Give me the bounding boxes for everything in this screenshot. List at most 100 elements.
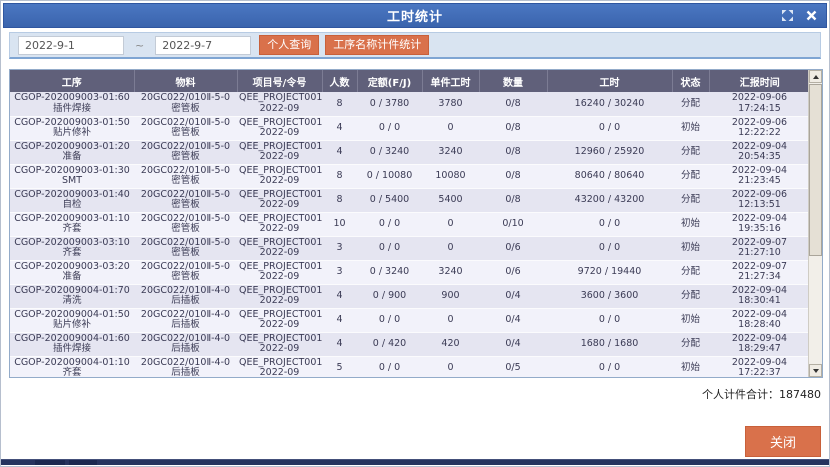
project-period: 2022-09	[259, 319, 300, 330]
table-row[interactable]: CGOP-202009004-01:50 贴片修补 20GC022/010Ⅱ-4-0…	[10, 308, 810, 333]
report-time-cell: 2022-09-07 21:27:10	[709, 236, 810, 261]
table-cell: 20GC022/010Ⅱ-4-0 后插板	[134, 356, 237, 377]
table-row[interactable]: CGOP-202009003-01:60 插件焊接 20GC022/010Ⅱ-5-0…	[10, 92, 810, 117]
status-cell: 初始	[672, 236, 709, 261]
table-cell: QEE_PROJECT001 2022-09	[237, 356, 322, 377]
table-row[interactable]: CGOP-202009003-01:40 自检 20GC022/010Ⅱ-5-0 密管…	[10, 188, 810, 213]
table-cell: CGOP-202009004-01:50 贴片修补	[10, 308, 134, 333]
table-cell: QEE_PROJECT001 2022-09	[237, 164, 322, 189]
quota-cell: 0 / 0	[357, 308, 422, 333]
people-count-cell: 3	[322, 236, 357, 261]
project-period: 2022-09	[259, 295, 300, 306]
table-cell: 20GC022/010Ⅱ-5-0 密管板	[134, 164, 237, 189]
table-cell: 20GC022/010Ⅱ-4-0 后插板	[134, 284, 237, 309]
process-name: 插件焊接	[52, 102, 91, 114]
process-name: SMT	[61, 175, 83, 186]
hours-cell: 9720 / 19440	[547, 260, 672, 285]
report-time-cell: 2022-09-04 20:54:35	[709, 140, 810, 165]
hours-cell: 0 / 0	[547, 212, 672, 237]
close-icon[interactable]	[804, 9, 818, 23]
status-cell: 初始	[672, 212, 709, 237]
people-count-cell: 4	[322, 284, 357, 309]
scroll-up-arrow-icon	[812, 74, 819, 79]
scroll-down-button[interactable]	[809, 364, 822, 377]
process-code: CGOP-202009004-01:50	[14, 308, 130, 320]
project-period: 2022-09	[259, 127, 300, 138]
background-window-edge	[1, 459, 829, 465]
report-time-cell: 2022-09-04 18:30:41	[709, 284, 810, 309]
table-cell: 20GC022/010Ⅱ-5-0 密管板	[134, 188, 237, 213]
column-header[interactable]: 数量	[478, 70, 547, 92]
status-cell: 分配	[672, 188, 709, 213]
table-row[interactable]: CGOP-202009004-01:10 齐套 20GC022/010Ⅱ-4-0 后插…	[10, 356, 810, 377]
column-header[interactable]: 定额(F/J)	[356, 70, 422, 92]
table-row[interactable]: CGOP-202009003-03:20 准备 20GC022/010Ⅱ-5-0 密管…	[10, 260, 810, 285]
quantity-cell: 0/10	[479, 212, 547, 237]
table-row[interactable]: CGOP-202009004-01:60 插件焊接 20GC022/010Ⅱ-4-0…	[10, 332, 810, 357]
table-cell: 20GC022/010Ⅱ-5-0 密管板	[134, 116, 237, 141]
table-row[interactable]: CGOP-202009003-03:10 齐套 20GC022/010Ⅱ-5-0 密管…	[10, 236, 810, 261]
table-cell: CGOP-202009004-01:60 插件焊接	[10, 332, 134, 357]
table-cell: QEE_PROJECT001 2022-09	[237, 212, 322, 237]
column-header[interactable]: 项目号/令号	[236, 70, 322, 92]
column-header[interactable]: 物料	[133, 70, 237, 92]
quantity-cell: 0/8	[479, 92, 547, 117]
date-from-input[interactable]	[18, 35, 124, 55]
process-name: 清洗	[62, 295, 82, 306]
report-time-cell: 2022-09-06 17:24:15	[709, 92, 810, 117]
dialog-titlebar: 工时统计	[3, 3, 827, 28]
quota-cell: 0 / 0	[357, 236, 422, 261]
date-to-input[interactable]	[155, 35, 252, 55]
table-cell: CGOP-202009003-01:20 准备	[10, 140, 134, 165]
table-row[interactable]: CGOP-202009003-01:20 准备 20GC022/010Ⅱ-5-0 密管…	[10, 140, 810, 165]
people-count-cell: 10	[322, 212, 357, 237]
hours-cell: 43200 / 43200	[547, 188, 672, 213]
quantity-cell: 0/4	[479, 284, 547, 309]
project-period: 2022-09	[259, 199, 300, 210]
quota-cell: 0 / 0	[357, 212, 422, 237]
column-header[interactable]: 人数	[321, 70, 357, 92]
table-cell: CGOP-202009003-01:30 SMT	[10, 164, 134, 189]
unit-hours-cell: 420	[422, 332, 479, 357]
quantity-cell: 0/8	[479, 188, 547, 213]
close-button[interactable]: 关闭	[745, 426, 821, 457]
personal-query-button[interactable]: 个人查询	[259, 35, 320, 55]
hours-cell: 1680 / 1680	[547, 332, 672, 357]
hours-cell: 0 / 0	[547, 236, 672, 261]
column-header[interactable]: 工时	[546, 70, 672, 92]
table-body: CGOP-202009003-01:60 插件焊接 20GC022/010Ⅱ-5-0…	[10, 92, 810, 377]
unit-hours-cell: 3780	[422, 92, 479, 117]
unit-hours-cell: 3240	[422, 260, 479, 285]
table-cell: 20GC022/010Ⅱ-5-0 密管板	[134, 92, 237, 117]
process-piece-stats-button[interactable]: 工序名称计件统计	[325, 35, 430, 55]
table-row[interactable]: CGOP-202009004-01:70 清洗 20GC022/010Ⅱ-4-0 后插…	[10, 284, 810, 309]
vertical-scrollbar[interactable]	[808, 70, 822, 377]
table-row[interactable]: CGOP-202009003-01:30 SMT 20GC022/010Ⅱ-5-0 密…	[10, 164, 810, 189]
project-number: QEE_PROJECT001	[239, 92, 322, 104]
process-name: 齐套	[62, 247, 82, 258]
column-header[interactable]: 单件工时	[421, 70, 479, 92]
report-time-cell: 2022-09-04 21:23:45	[709, 164, 810, 189]
table-cell: QEE_PROJECT001 2022-09	[237, 284, 322, 309]
column-header[interactable]: 工序	[10, 70, 134, 92]
quantity-cell: 0/6	[479, 260, 547, 285]
material-code: 20GC022/010Ⅱ-5-0	[140, 92, 231, 104]
column-header[interactable]: 状态	[671, 70, 709, 92]
people-count-cell: 8	[322, 164, 357, 189]
scroll-up-button[interactable]	[809, 70, 822, 83]
table-cell: CGOP-202009003-01:40 自检	[10, 188, 134, 213]
quota-cell: 0 / 5400	[357, 188, 422, 213]
table-row[interactable]: CGOP-202009003-01:10 齐套 20GC022/010Ⅱ-5-0 密管…	[10, 212, 810, 237]
project-period: 2022-09	[259, 102, 300, 114]
table-cell: 20GC022/010Ⅱ-5-0 密管板	[134, 212, 237, 237]
table-row[interactable]: CGOP-202009003-01:50 贴片修补 20GC022/010Ⅱ-5-0…	[10, 116, 810, 141]
scrollbar-thumb[interactable]	[809, 84, 822, 256]
quota-cell: 0 / 3780	[357, 92, 422, 117]
quota-cell: 0 / 10080	[357, 164, 422, 189]
maximize-icon[interactable]	[780, 9, 794, 23]
quantity-cell: 0/6	[479, 236, 547, 261]
column-header[interactable]: 汇报时间	[708, 70, 810, 92]
table-cell: CGOP-202009003-03:10 齐套	[10, 236, 134, 261]
report-time-cell: 2022-09-04 18:28:40	[709, 308, 810, 333]
table-cell: CGOP-202009003-01:10 齐套	[10, 212, 134, 237]
